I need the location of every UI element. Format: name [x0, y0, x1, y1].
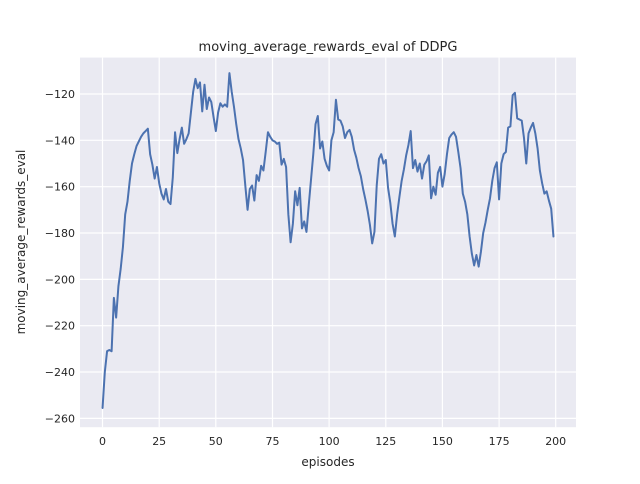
x-tick-label: 50 — [209, 435, 223, 448]
y-tick-label: −160 — [45, 181, 75, 194]
x-tick-label: 0 — [99, 435, 106, 448]
y-tick-label: −180 — [45, 227, 75, 240]
y-tick-label: −140 — [45, 134, 75, 147]
y-axis-label: moving_average_rewards_eval — [14, 150, 28, 335]
x-tick-label: 75 — [266, 435, 280, 448]
x-tick-labels: 0 25 50 75 100 125 150 175 200 — [99, 435, 566, 448]
plot-area — [80, 57, 576, 428]
y-tick-labels: −120 −140 −160 −180 −200 −220 −240 −260 — [45, 88, 75, 425]
x-tick-label: 150 — [432, 435, 453, 448]
plot-title: moving_average_rewards_eval of DDPG — [199, 40, 458, 55]
y-tick-label: −220 — [45, 320, 75, 333]
x-tick-label: 25 — [152, 435, 166, 448]
data-series — [101, 72, 555, 409]
reward-line-series — [101, 72, 555, 409]
x-axis-label: episodes — [301, 455, 354, 469]
grid-lines — [80, 57, 576, 428]
x-tick-label: 100 — [319, 435, 340, 448]
y-tick-label: −260 — [45, 412, 75, 425]
x-tick-label: 175 — [489, 435, 510, 448]
x-tick-label: 200 — [545, 435, 566, 448]
x-tick-label: 125 — [375, 435, 396, 448]
y-tick-label: −120 — [45, 88, 75, 101]
y-tick-label: −200 — [45, 273, 75, 286]
y-tick-label: −240 — [45, 366, 75, 379]
